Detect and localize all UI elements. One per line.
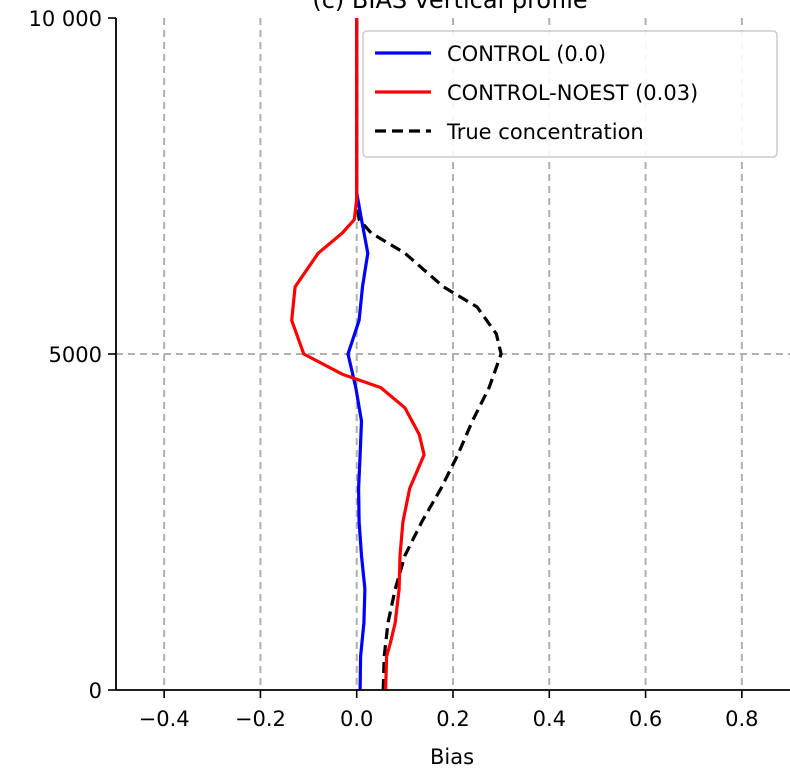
legend-label-2: True concentration bbox=[446, 120, 644, 144]
legend: CONTROL (0.0) CONTROL-NOEST (0.03) True co… bbox=[362, 30, 778, 158]
series-line-1 bbox=[290, 18, 426, 691]
x-tick-label: 0.8 bbox=[725, 707, 758, 731]
x-tick-label: 0.4 bbox=[533, 707, 566, 731]
x-axis-label: Bias bbox=[430, 745, 474, 769]
legend-frame bbox=[362, 30, 778, 158]
y-tick-label: 5000 bbox=[49, 343, 102, 367]
x-tick-label: −0.2 bbox=[235, 707, 286, 731]
series-lines bbox=[290, 18, 503, 691]
x-tick-label: 0.2 bbox=[436, 707, 469, 731]
axes bbox=[108, 17, 790, 698]
chart-title: (c) BIAS vertical profile bbox=[312, 0, 587, 14]
x-tick-label: 0.0 bbox=[340, 707, 373, 731]
legend-label-1: CONTROL-NOEST (0.03) bbox=[447, 81, 698, 105]
tick-labels: −0.4 −0.2 0.0 0.2 0.4 0.6 0.8 0 5000 10 000 bbox=[29, 7, 759, 731]
x-tick-label: −0.4 bbox=[139, 707, 190, 731]
y-tick-label: 10 000 bbox=[29, 7, 102, 31]
legend-label-0: CONTROL (0.0) bbox=[447, 42, 606, 66]
series-line-2 bbox=[355, 18, 503, 691]
x-tick-label: 0.6 bbox=[629, 707, 662, 731]
y-tick-label: 0 bbox=[89, 679, 102, 703]
